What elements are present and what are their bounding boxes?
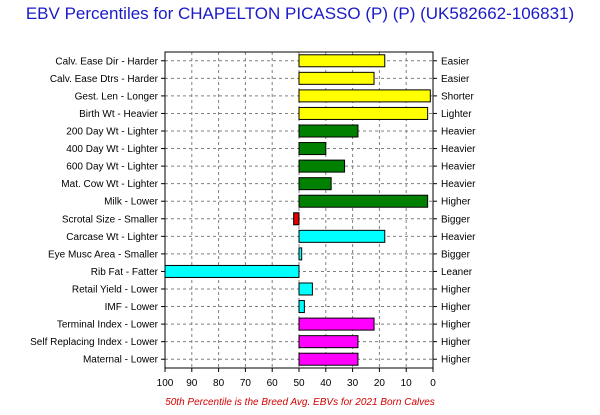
bar <box>164 264 300 278</box>
category-label: Carcase Wt - Lighter <box>66 232 158 243</box>
bar <box>298 282 313 296</box>
category-label: Eye Musc Area - Smaller <box>48 249 159 260</box>
bar <box>298 194 429 208</box>
category-label: Rib Fat - Fatter <box>91 267 159 278</box>
bar <box>298 300 305 314</box>
direction-label: Higher <box>441 320 471 331</box>
direction-label: Heavier <box>441 162 476 173</box>
direction-label: Easier <box>441 74 470 85</box>
category-label: Birth Wt - Heavier <box>79 109 159 120</box>
bar <box>298 317 375 331</box>
direction-label: Lighter <box>441 109 472 120</box>
bar <box>298 159 346 173</box>
bar <box>298 229 386 243</box>
bar <box>298 106 429 120</box>
category-label: Mat. Cow Wt - Lighter <box>61 179 158 190</box>
x-tick-label: 10 <box>401 378 413 389</box>
bar <box>298 89 431 103</box>
x-tick-label: 30 <box>347 378 359 389</box>
direction-label: Higher <box>441 302 471 313</box>
direction-label: Leaner <box>441 267 473 278</box>
direction-label: Higher <box>441 197 471 208</box>
direction-label: Heavier <box>441 144 476 155</box>
direction-label: Higher <box>441 337 471 348</box>
x-tick-label: 80 <box>213 378 225 389</box>
x-tick-label: 20 <box>374 378 386 389</box>
category-label: 400 Day Wt - Lighter <box>66 144 158 155</box>
bar <box>293 212 300 226</box>
x-tick-label: 100 <box>157 378 174 389</box>
category-label: 600 Day Wt - Lighter <box>66 162 158 173</box>
bar <box>298 335 359 349</box>
category-label: Gest. Len - Longer <box>75 91 159 102</box>
axis-layer: 100 90 80 70 60 50 40 30 20 10 0 <box>157 51 437 389</box>
labels-layer: Calv. Ease Dir - Harder Easier Calv. Ease … <box>30 56 476 365</box>
chart-title: EBV Percentiles for CHAPELTON PICASSO (P… <box>25 4 575 23</box>
direction-label: Higher <box>441 285 471 296</box>
category-label: 200 Day Wt - Lighter <box>66 127 158 138</box>
x-tick-label: 0 <box>430 378 436 389</box>
bar <box>298 177 332 191</box>
direction-label: Bigger <box>441 249 471 260</box>
category-label: Scrotal Size - Smaller <box>62 214 159 225</box>
bar <box>298 71 375 85</box>
bar <box>298 142 327 156</box>
bar <box>298 54 386 68</box>
x-tick-label: 70 <box>240 378 252 389</box>
bar <box>298 352 359 366</box>
category-label: IMF - Lower <box>105 302 159 313</box>
bar <box>298 247 303 261</box>
direction-label: Easier <box>441 56 470 67</box>
direction-label: Heavier <box>441 232 476 243</box>
x-tick-label: 90 <box>186 378 198 389</box>
x-tick-label: 40 <box>320 378 332 389</box>
direction-label: Higher <box>441 355 471 366</box>
category-label: Milk - Lower <box>104 197 159 208</box>
bars-layer <box>164 54 431 366</box>
category-label: Calv. Ease Dir - Harder <box>55 56 158 67</box>
category-label: Maternal - Lower <box>83 355 159 366</box>
chart-footnote: 50th Percentile is the Breed Avg. EBVs f… <box>165 397 435 408</box>
direction-label: Shorter <box>441 91 474 102</box>
category-label: Calv. Ease Dtrs - Harder <box>50 74 159 85</box>
x-tick-label: 50 <box>293 378 305 389</box>
direction-label: Bigger <box>441 214 471 225</box>
category-label: Self Replacing Index - Lower <box>30 337 159 348</box>
x-tick-label: 60 <box>267 378 279 389</box>
category-label: Terminal Index - Lower <box>57 320 159 331</box>
bar <box>298 124 359 138</box>
category-label: Retail Yield - Lower <box>72 285 159 296</box>
direction-label: Heavier <box>441 179 476 190</box>
direction-label: Heavier <box>441 127 476 138</box>
